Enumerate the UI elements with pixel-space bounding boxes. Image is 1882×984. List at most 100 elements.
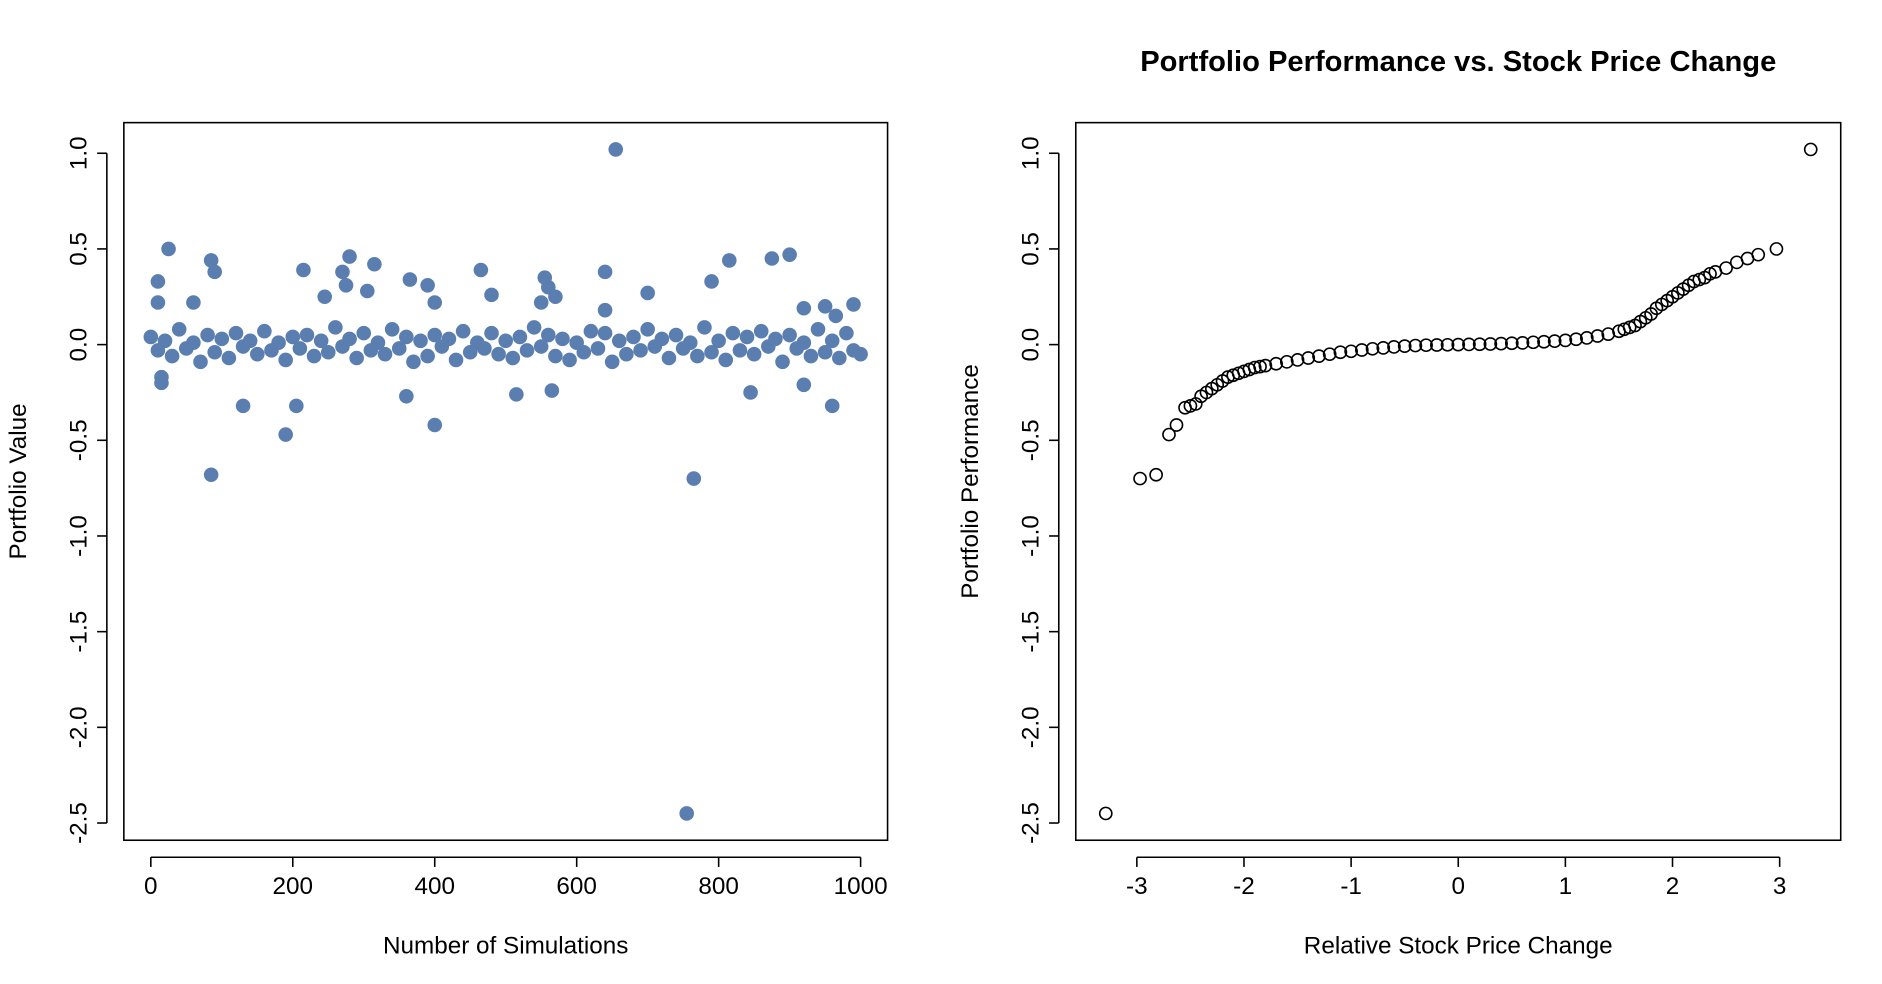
point (484, 287, 499, 303)
point (171, 322, 187, 337)
point (576, 344, 592, 360)
point (207, 344, 222, 360)
point (555, 331, 570, 347)
point (1162, 427, 1176, 442)
point (1397, 339, 1412, 354)
point (562, 352, 577, 368)
point (1472, 337, 1487, 352)
point (335, 264, 350, 280)
point (1569, 332, 1583, 347)
point (803, 348, 819, 364)
point (682, 335, 698, 350)
y-tick-label: 0.5 (66, 232, 93, 266)
y-tick-label: 1.0 (1017, 136, 1044, 170)
point (491, 346, 506, 362)
chart-title: Portfolio Performance vs. Stock Price Ch… (1140, 46, 1776, 78)
point (257, 323, 272, 339)
point (271, 335, 286, 350)
point (292, 341, 308, 356)
point (1149, 467, 1163, 482)
point (328, 320, 343, 335)
point (1537, 334, 1551, 349)
point (1279, 354, 1294, 369)
point (342, 331, 357, 347)
point (512, 329, 528, 345)
point (640, 322, 655, 337)
point (427, 327, 443, 343)
point (796, 335, 812, 350)
point (360, 283, 375, 299)
x-tick-label: 600 (556, 873, 596, 900)
point (611, 333, 627, 349)
point (732, 343, 748, 358)
point (1253, 359, 1267, 374)
point (661, 350, 677, 366)
y-axis-label: Portfolio Value (5, 403, 32, 559)
x-tick-label: -3 (1126, 873, 1148, 900)
point (164, 348, 180, 364)
point (828, 308, 844, 324)
point (704, 274, 719, 289)
point (235, 398, 251, 414)
point (640, 285, 655, 301)
point (313, 333, 329, 349)
point (154, 375, 169, 391)
point (338, 278, 354, 293)
point (1526, 335, 1541, 350)
point (824, 333, 840, 349)
point (157, 333, 173, 349)
point (498, 333, 513, 349)
x-tick-label: 1000 (834, 873, 888, 900)
y-tick-label: -1.5 (66, 611, 93, 653)
point (1558, 333, 1573, 348)
point (402, 272, 418, 287)
point (441, 331, 457, 347)
point (377, 346, 393, 362)
point (427, 295, 443, 310)
point (718, 352, 734, 368)
point (796, 300, 812, 316)
point (626, 329, 641, 345)
y-axis-label: Portfolio Performance (957, 364, 984, 599)
point (690, 348, 705, 364)
point (704, 344, 719, 360)
point (473, 262, 489, 278)
x-tick-label: 1 (1559, 873, 1572, 900)
point (746, 346, 762, 362)
point (519, 343, 535, 358)
point (686, 471, 702, 486)
point (203, 467, 219, 483)
point (193, 354, 208, 370)
point (306, 348, 322, 364)
point (1429, 338, 1444, 352)
point (1354, 343, 1369, 357)
point (278, 427, 293, 442)
point (1290, 353, 1305, 367)
point (1769, 242, 1784, 256)
point (853, 346, 868, 362)
point (207, 264, 222, 280)
point (1387, 340, 1401, 354)
point (221, 350, 237, 366)
point (1169, 418, 1184, 432)
point (1408, 338, 1423, 353)
point (143, 329, 159, 345)
point (278, 352, 293, 368)
point (1376, 341, 1391, 355)
point (399, 329, 414, 345)
point (342, 249, 357, 264)
x-axis-label: Relative Stock Price Change (1304, 932, 1613, 959)
point (725, 325, 741, 341)
x-tick-label: 2 (1666, 873, 1679, 900)
point (356, 325, 372, 341)
point (1301, 351, 1316, 365)
point (796, 377, 812, 393)
x-tick-label: 200 (273, 873, 313, 900)
point (455, 323, 471, 339)
point (349, 350, 364, 366)
point (541, 327, 556, 343)
point (320, 344, 336, 360)
point (743, 385, 758, 400)
point (484, 325, 499, 341)
y-tick-label: 1.0 (66, 136, 93, 170)
